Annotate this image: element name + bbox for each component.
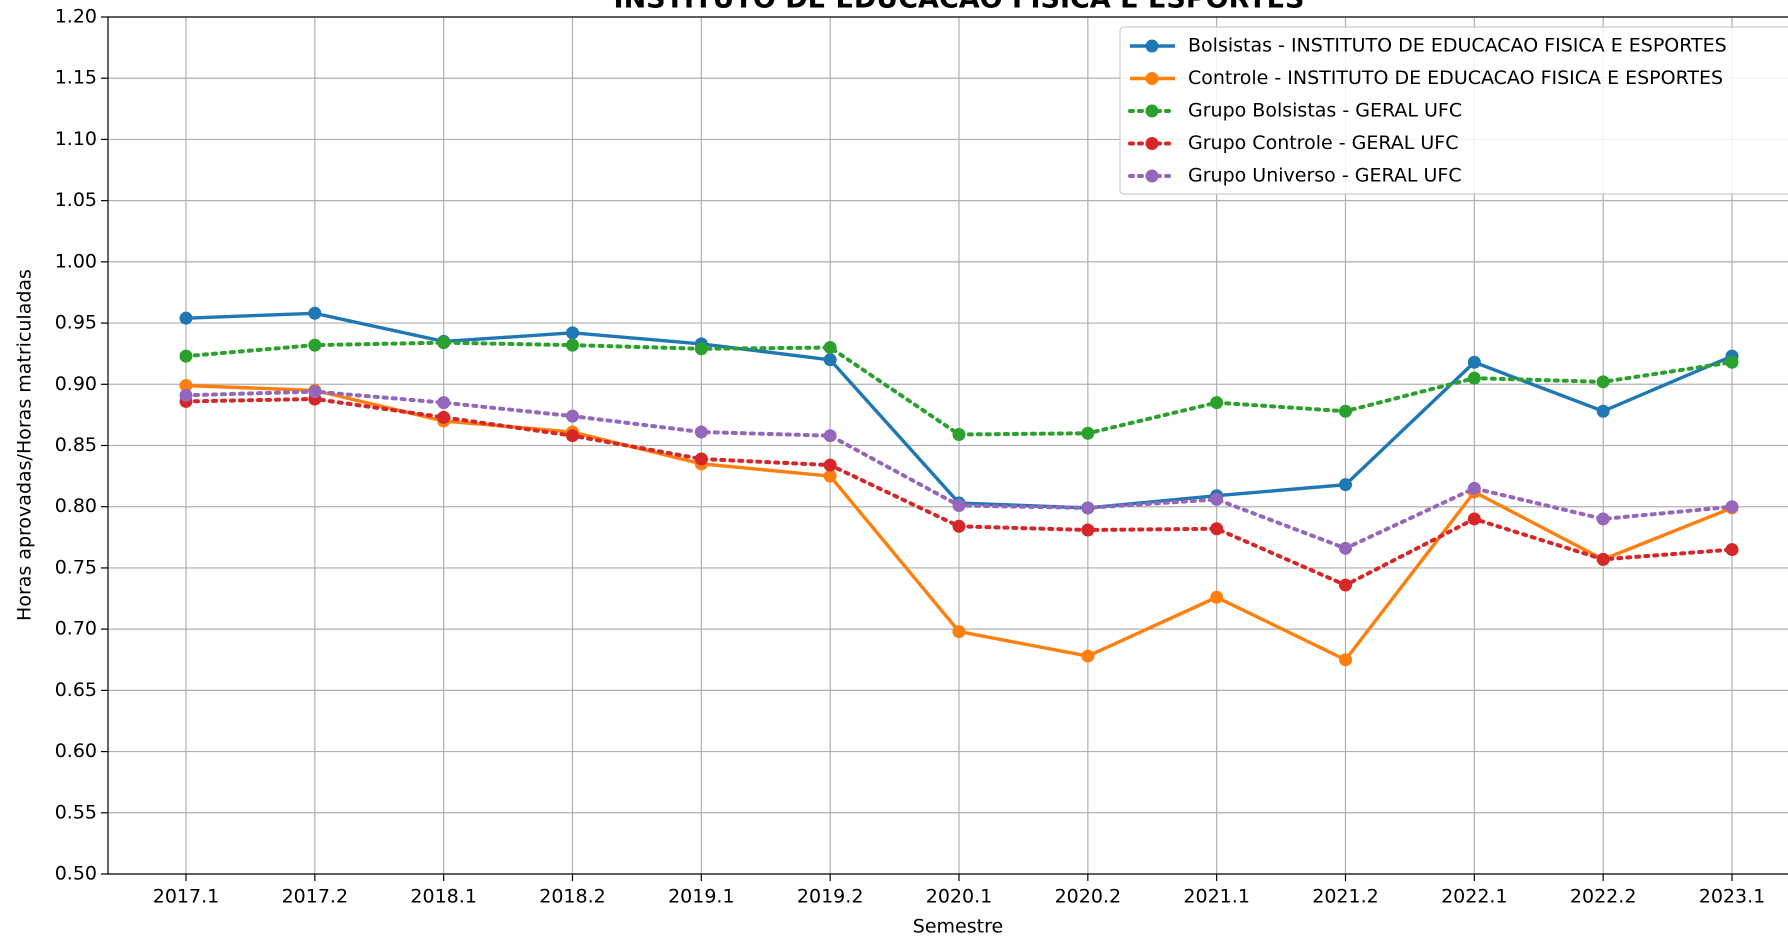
legend-label: Grupo Universo - GERAL UFC xyxy=(1188,165,1462,187)
x-tick-label: 2017.2 xyxy=(282,886,348,908)
x-tick-label: 2019.1 xyxy=(668,886,734,908)
y-tick-label: 1.15 xyxy=(55,67,97,89)
x-tick-label: 2018.1 xyxy=(410,886,476,908)
point xyxy=(1725,543,1739,557)
point xyxy=(1339,478,1352,492)
point xyxy=(1210,492,1224,506)
point xyxy=(1596,375,1610,389)
legend-marker xyxy=(1145,39,1159,53)
point xyxy=(1339,653,1352,667)
point xyxy=(1081,426,1095,440)
legend-label: Grupo Controle - GERAL UFC xyxy=(1188,132,1459,154)
point xyxy=(308,338,322,352)
y-tick-label: 1.10 xyxy=(55,128,97,150)
point xyxy=(566,326,579,340)
legend-marker xyxy=(1145,137,1159,150)
legend-label: Grupo Bolsistas - GERAL UFC xyxy=(1188,100,1462,122)
point xyxy=(437,410,451,424)
point xyxy=(1339,404,1352,418)
y-tick-label: 0.95 xyxy=(55,312,97,334)
y-axis-label: Horas aprovadas/Horas matriculadas xyxy=(14,269,36,621)
legend-marker xyxy=(1145,72,1159,85)
y-tick-label: 0.55 xyxy=(55,801,97,823)
point xyxy=(1596,552,1610,566)
point xyxy=(437,396,451,410)
point xyxy=(823,353,837,367)
x-tick-label: 2017.1 xyxy=(153,886,219,908)
y-tick-label: 0.80 xyxy=(55,495,97,517)
y-tick-label: 0.90 xyxy=(55,373,97,395)
point xyxy=(1467,371,1481,385)
y-tick-label: 0.60 xyxy=(55,740,97,762)
x-axis-label: Semestre xyxy=(913,916,1003,937)
point xyxy=(1339,541,1352,555)
point xyxy=(694,425,708,439)
point xyxy=(952,519,966,533)
point xyxy=(1467,512,1481,526)
legend-marker xyxy=(1145,169,1159,183)
point xyxy=(1596,404,1610,418)
y-tick-label: 1.00 xyxy=(55,250,97,272)
point xyxy=(308,306,322,320)
point xyxy=(1210,522,1224,536)
point xyxy=(437,336,451,350)
y-tick-label: 1.05 xyxy=(55,189,97,211)
point xyxy=(1081,523,1095,537)
point xyxy=(1210,396,1224,410)
point xyxy=(823,341,837,355)
legend: Bolsistas - INSTITUTO DE EDUCACAO FISICA… xyxy=(1119,26,1788,195)
legend-frame xyxy=(1119,26,1788,195)
point xyxy=(179,379,193,393)
point xyxy=(308,385,322,399)
point xyxy=(1081,649,1095,663)
point xyxy=(179,349,193,363)
y-tick-label: 0.70 xyxy=(55,618,97,640)
point xyxy=(1210,590,1224,604)
point xyxy=(1725,500,1739,514)
y-tick-label: 0.85 xyxy=(55,434,97,456)
x-tick-label: 2020.2 xyxy=(1055,886,1121,908)
point xyxy=(952,625,966,639)
point xyxy=(952,427,966,441)
point xyxy=(566,429,579,443)
x-tick-label: 2023.1 xyxy=(1699,886,1765,908)
point xyxy=(823,469,837,483)
y-tick-label: 1.20 xyxy=(55,6,97,28)
point xyxy=(179,311,193,325)
x-tick-label: 2021.2 xyxy=(1312,886,1378,908)
point xyxy=(1725,355,1739,369)
x-tick-label: 2020.1 xyxy=(926,886,992,908)
plot-frame xyxy=(107,16,1788,875)
point xyxy=(1081,501,1095,515)
x-tick-label: 2022.2 xyxy=(1570,886,1636,908)
x-tick-label: 2018.2 xyxy=(539,886,605,908)
point xyxy=(823,429,837,443)
x-tick-label: 2019.2 xyxy=(797,886,863,908)
x-tick-label: 2021.1 xyxy=(1183,886,1249,908)
point xyxy=(566,338,579,352)
legend-marker xyxy=(1145,104,1159,118)
point xyxy=(694,342,708,356)
point xyxy=(566,409,579,423)
point xyxy=(823,458,837,472)
y-tick-label: 0.50 xyxy=(55,863,97,885)
point xyxy=(179,388,193,402)
point xyxy=(1467,355,1481,369)
point xyxy=(1596,512,1610,526)
legend-label: Controle - INSTITUTO DE EDUCACAO FISICA … xyxy=(1188,67,1723,89)
point xyxy=(694,452,708,466)
y-tick-label: 0.65 xyxy=(55,679,97,701)
point xyxy=(1467,481,1481,495)
point xyxy=(952,498,966,512)
x-tick-label: 2022.1 xyxy=(1441,886,1507,908)
chart-title: INSTITUTO DE EDUCACAO FISICA E ESPORTES xyxy=(614,0,1305,15)
point xyxy=(1339,578,1352,592)
legend-label: Bolsistas - INSTITUTO DE EDUCACAO FISICA… xyxy=(1188,35,1727,57)
y-tick-label: 0.75 xyxy=(55,556,97,578)
